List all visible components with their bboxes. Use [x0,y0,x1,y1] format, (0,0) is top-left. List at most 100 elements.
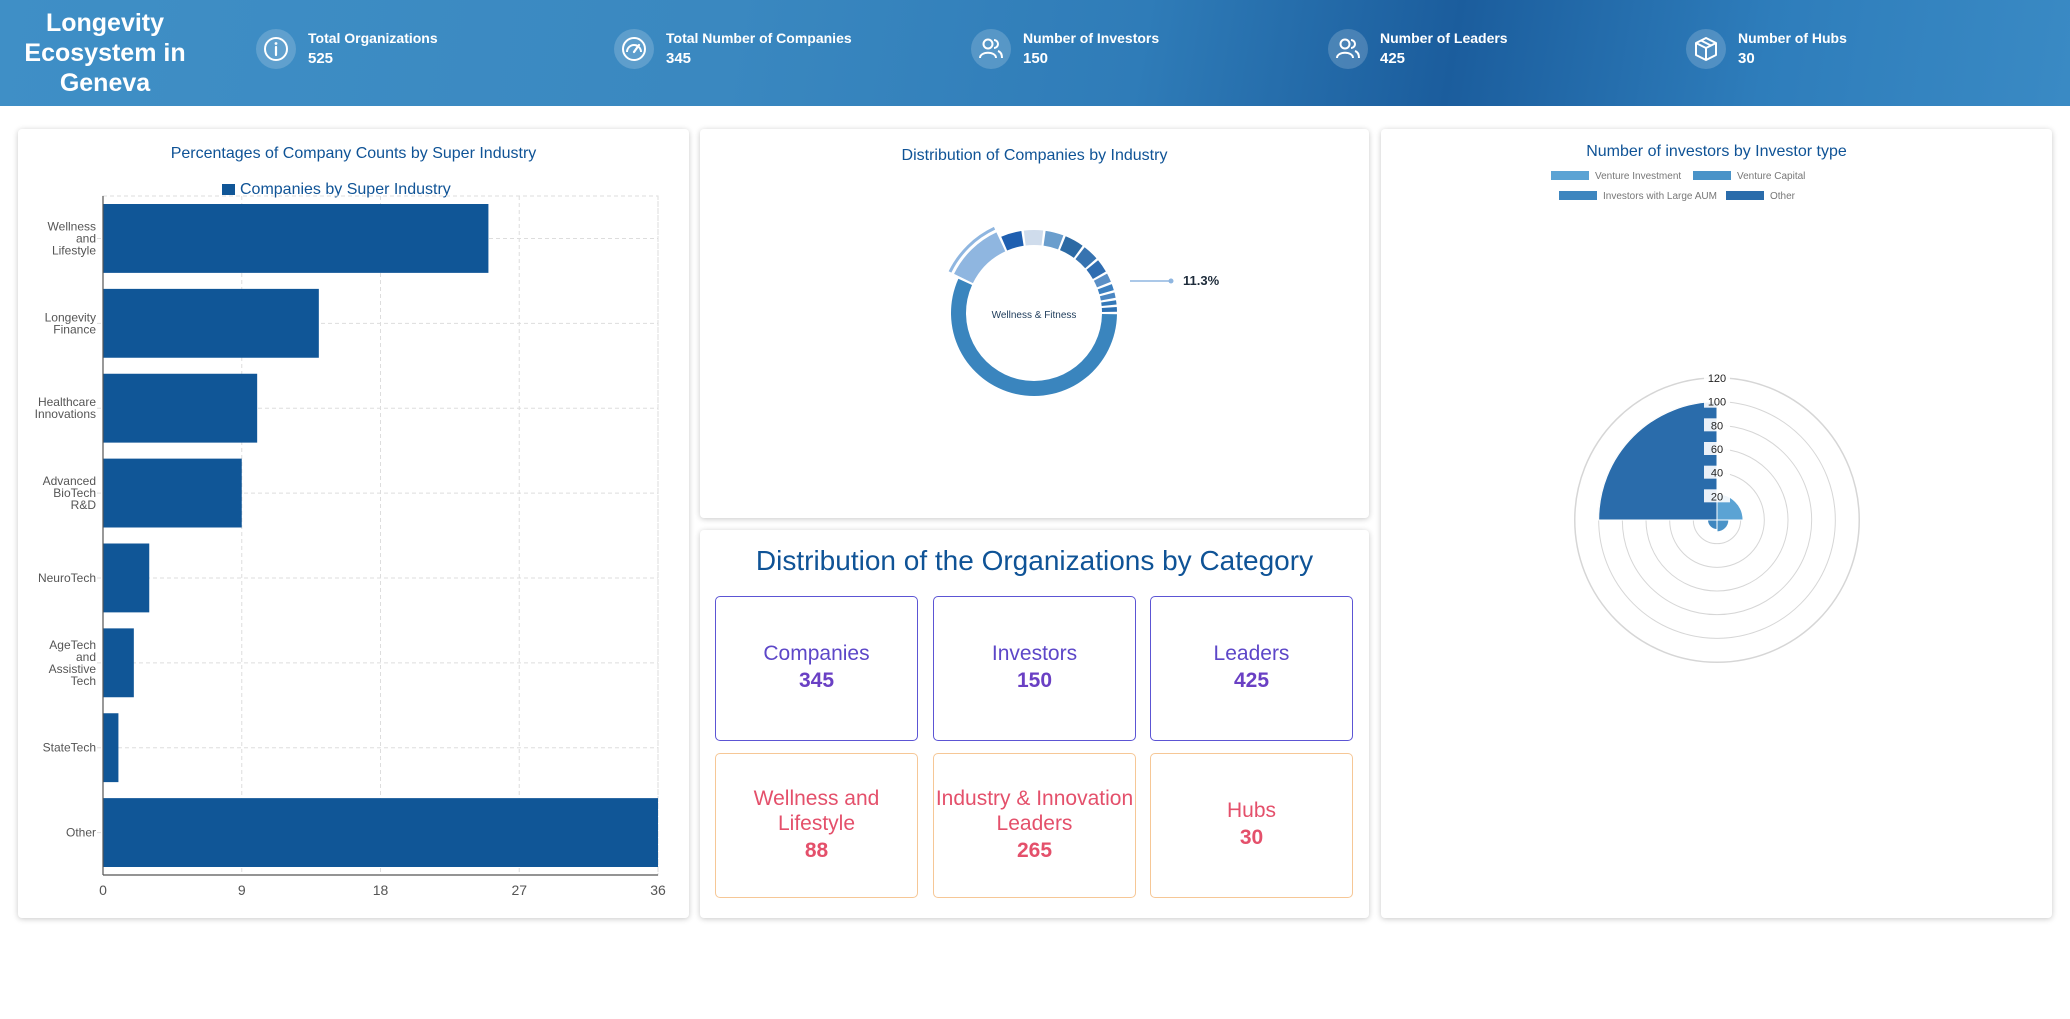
donut-slice[interactable] [1001,230,1024,251]
bar[interactable] [103,288,319,358]
stat-value: 525 [308,50,334,67]
stat-card: Total Number of Companies 345 [614,28,852,70]
category-box[interactable]: Industry & Innovation Leaders 265 [933,753,1136,898]
legend-swatch [1693,171,1731,180]
donut-slice[interactable] [951,278,1117,397]
stat-card: Number of Investors 150 [971,28,1159,70]
bar-chart: Companies by Super Industry Wellness and Li… [35,181,666,898]
donut-slice[interactable] [1101,306,1117,312]
polar-legend-item[interactable]: Other [1726,191,1796,202]
cube-icon [1686,29,1726,69]
x-tick-label: 9 [238,882,246,898]
users-icon [971,29,1011,69]
x-tick-label: 0 [99,882,107,898]
category-value: 265 [1016,838,1053,862]
category-box[interactable]: Companies 345 [715,596,918,741]
stat-label: Number of Leaders [1380,30,1508,46]
donut-slice[interactable] [1075,247,1097,269]
radial-tick-label: 80 [1711,420,1723,432]
bar-chart-title: Percentages of Company Counts by Super I… [170,145,537,162]
category-value: 30 [1239,826,1264,849]
category-label: Leaders [1213,642,1290,665]
donut-slice[interactable] [1059,236,1083,258]
radial-tick-label: 60 [1711,444,1723,456]
category-box[interactable]: Hubs 30 [1150,753,1353,898]
donut-slice[interactable] [1093,273,1111,288]
radial-tick-label: 120 [1708,373,1726,385]
bar[interactable] [103,628,134,698]
category-label: Wellness and Lifestyle [753,786,880,835]
legend-label: Investors with Large AUM [1603,191,1717,202]
stat-value: 345 [666,50,692,67]
bar[interactable] [103,543,150,613]
category-label: Hubs [1226,799,1277,822]
dashboard-title: Longevity Ecosystem in Geneva [24,9,186,97]
y-tick-label: StateTech [43,741,96,755]
users-icon [1328,29,1368,69]
legend-swatch [1726,191,1764,200]
donut-slice[interactable] [1043,230,1064,250]
gauge-icon [614,29,654,69]
radial-tick-label: 20 [1711,491,1723,503]
y-tick-label: Healthcare Innovations [35,395,97,421]
legend-label: Companies by Super Industry [240,181,451,198]
polar-chart: Venture Investment Venture Capital Investo… [1551,171,1860,663]
category-value: 150 [1016,669,1053,692]
category-value: 88 [804,838,829,862]
stat-label: Total Organizations [308,30,438,46]
stat-card: Number of Hubs 30 [1686,28,1847,70]
bar[interactable] [103,798,658,867]
legend-label: Venture Capital [1737,171,1805,182]
category-value: 425 [1233,669,1270,692]
y-tick-label: Advanced BioTech R&D [43,474,97,512]
stat-value: 30 [1738,50,1755,67]
category-label: Industry & Innovation Leaders [935,786,1134,835]
category-title: Distribution of the Organizations by Cat… [755,545,1314,576]
polar-wedge[interactable] [1716,519,1730,533]
donut-chart: 11.3% Wellness & Fitness [948,226,1220,397]
donut-slice[interactable] [1101,300,1117,307]
donut-slice[interactable] [1086,260,1106,279]
category-box[interactable]: Leaders 425 [1150,596,1353,741]
polar-chart-panel: Number of investors by Investor type Ven… [1381,129,2052,918]
donut-center-label: Wellness & Fitness [992,310,1077,321]
legend-swatch [1551,171,1589,180]
polar-legend-item[interactable]: Venture Capital [1693,171,1805,182]
x-tick-label: 18 [373,882,389,898]
y-tick-label: Other [66,826,96,840]
x-tick-label: 36 [650,882,666,898]
category-box[interactable]: Wellness and Lifestyle 88 [715,753,918,898]
bar[interactable] [103,373,258,443]
stat-label: Number of Hubs [1738,30,1847,46]
stat-label: Total Number of Companies [666,30,852,46]
polar-wedge[interactable] [1598,401,1718,521]
polar-legend-item[interactable]: Investors with Large AUM [1559,191,1717,202]
stat-card: Total Organizations 525 [256,28,438,70]
y-tick-label: Longevity Finance [45,310,97,336]
donut-slice[interactable] [1097,284,1114,295]
bar[interactable] [103,458,242,528]
category-label: Companies [763,642,870,665]
stat-value: 425 [1380,50,1406,67]
bar[interactable] [103,713,119,783]
donut-slice[interactable] [1099,292,1116,301]
category-box[interactable]: Investors 150 [933,596,1136,741]
donut-highlight-ring [948,226,996,273]
callout-label: 11.3% [1183,273,1220,288]
stat-card: Number of Leaders 425 [1328,28,1508,70]
bar-chart-panel: Percentages of Company Counts by Super I… [18,129,689,918]
donut-chart-title: Distribution of Companies by Industry [901,147,1168,164]
donut-chart-panel: Distribution of Companies by Industry 11… [700,129,1369,518]
callout-dot [1168,278,1174,284]
legend-swatch [222,184,235,195]
donut-slice[interactable] [954,232,1006,284]
stat-value: 150 [1023,50,1049,67]
polar-legend-item[interactable]: Venture Investment [1551,171,1681,182]
bar[interactable] [103,204,489,273]
y-tick-label: NeuroTech [38,571,96,585]
radial-tick-label: 40 [1711,468,1723,480]
polar-wedge[interactable] [1707,519,1718,530]
category-value: 345 [798,669,835,692]
donut-slice[interactable] [1023,229,1044,246]
top-header: Longevity Ecosystem in Geneva [0,0,2070,106]
